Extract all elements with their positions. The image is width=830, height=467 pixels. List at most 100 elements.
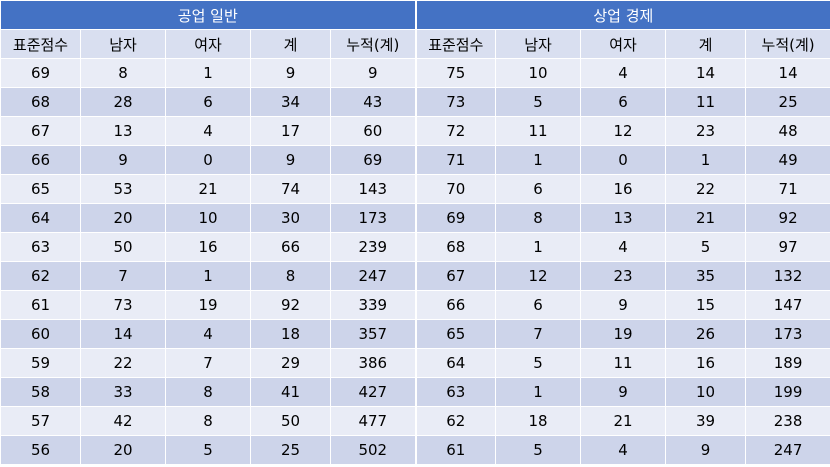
industrial-total-cell: 18	[250, 319, 331, 349]
industrial-male-cell: 53	[80, 174, 166, 204]
commerce-cumulative-cell: 92	[745, 203, 830, 233]
column-header-score: 표준점수	[0, 29, 81, 59]
industrial-male-cell: 13	[80, 116, 166, 146]
commerce-score-cell: 72	[415, 116, 497, 146]
industrial-cumulative-cell: 43	[329, 87, 417, 117]
industrial-male-cell: 42	[80, 406, 166, 436]
commerce-total-cell: 1	[665, 145, 747, 175]
table-body: 69 8 1 9 9 75 10 4 14 14 68 28 6 34 43 73 5 6 11 25 67 13 4 17 6…	[0, 58, 830, 465]
industrial-female-cell: 4	[165, 319, 251, 349]
industrial-male-cell: 8	[80, 58, 166, 88]
commerce-cumulative-cell: 147	[745, 290, 830, 320]
industrial-female-cell: 8	[165, 406, 251, 436]
commerce-score-cell: 71	[415, 145, 497, 175]
industrial-score-cell: 61	[0, 290, 81, 320]
column-header-cumulative: 누적(계)	[745, 29, 830, 59]
commerce-cumulative-cell: 132	[745, 261, 830, 291]
table-row: 69 8 1 9 9 75 10 4 14 14	[0, 58, 830, 88]
industrial-male-cell: 22	[80, 348, 166, 378]
table-row: 65 53 21 74 143 70 6 16 22 71	[0, 174, 830, 204]
industrial-cumulative-cell: 60	[329, 116, 417, 146]
table-row: 61 73 19 92 339 66 6 9 15 147	[0, 290, 830, 320]
commerce-cumulative-cell: 189	[745, 348, 830, 378]
column-header-cumulative: 누적(계)	[329, 29, 417, 59]
industrial-score-cell: 62	[0, 261, 81, 291]
industrial-total-cell: 9	[250, 58, 331, 88]
column-header-male: 남자	[495, 29, 582, 59]
industrial-female-cell: 16	[165, 232, 251, 262]
industrial-female-cell: 5	[165, 435, 251, 465]
commerce-female-cell: 6	[580, 87, 667, 117]
table-row: 66 9 0 9 69 71 1 0 1 49	[0, 145, 830, 175]
industrial-score-cell: 64	[0, 203, 81, 233]
industrial-total-cell: 9	[250, 145, 331, 175]
column-header-total: 계	[665, 29, 747, 59]
commerce-female-cell: 12	[580, 116, 667, 146]
commerce-score-cell: 69	[415, 203, 497, 233]
industrial-total-cell: 92	[250, 290, 331, 320]
industrial-cumulative-cell: 143	[329, 174, 417, 204]
industrial-cumulative-cell: 339	[329, 290, 417, 320]
industrial-total-cell: 30	[250, 203, 331, 233]
commerce-score-cell: 75	[415, 58, 497, 88]
industrial-female-cell: 4	[165, 116, 251, 146]
table-row: 63 50 16 66 239 68 1 4 5 97	[0, 232, 830, 262]
commerce-total-cell: 21	[665, 203, 747, 233]
commerce-male-cell: 7	[495, 319, 582, 349]
commerce-score-cell: 66	[415, 290, 497, 320]
industrial-total-cell: 29	[250, 348, 331, 378]
industrial-cumulative-cell: 502	[329, 435, 417, 465]
commerce-total-cell: 14	[665, 58, 747, 88]
commerce-male-cell: 6	[495, 174, 582, 204]
table-row: 57 42 8 50 477 62 18 21 39 238	[0, 406, 830, 436]
table-row: 58 33 8 41 427 63 1 9 10 199	[0, 377, 830, 407]
table-row: 67 13 4 17 60 72 11 12 23 48	[0, 116, 830, 146]
commerce-cumulative-cell: 199	[745, 377, 830, 407]
industrial-total-cell: 50	[250, 406, 331, 436]
commerce-cumulative-cell: 173	[745, 319, 830, 349]
commerce-male-cell: 5	[495, 87, 582, 117]
commerce-female-cell: 4	[580, 435, 667, 465]
industrial-score-cell: 65	[0, 174, 81, 204]
commerce-male-cell: 1	[495, 145, 582, 175]
industrial-male-cell: 28	[80, 87, 166, 117]
commerce-total-cell: 11	[665, 87, 747, 117]
industrial-cumulative-cell: 9	[329, 58, 417, 88]
commerce-male-cell: 5	[495, 348, 582, 378]
table-row: 60 14 4 18 357 65 7 19 26 173	[0, 319, 830, 349]
industrial-cumulative-cell: 239	[329, 232, 417, 262]
group-header-commerce: 상업 경제	[415, 0, 830, 30]
column-header-male: 남자	[80, 29, 166, 59]
table-row: 68 28 6 34 43 73 5 6 11 25	[0, 87, 830, 117]
industrial-cumulative-cell: 247	[329, 261, 417, 291]
industrial-male-cell: 50	[80, 232, 166, 262]
commerce-total-cell: 15	[665, 290, 747, 320]
industrial-female-cell: 10	[165, 203, 251, 233]
industrial-female-cell: 7	[165, 348, 251, 378]
industrial-cumulative-cell: 357	[329, 319, 417, 349]
commerce-total-cell: 10	[665, 377, 747, 407]
column-header-female: 여자	[165, 29, 251, 59]
commerce-cumulative-cell: 97	[745, 232, 830, 262]
industrial-total-cell: 34	[250, 87, 331, 117]
commerce-female-cell: 9	[580, 290, 667, 320]
commerce-female-cell: 13	[580, 203, 667, 233]
commerce-female-cell: 4	[580, 58, 667, 88]
commerce-female-cell: 16	[580, 174, 667, 204]
industrial-score-cell: 68	[0, 87, 81, 117]
industrial-total-cell: 41	[250, 377, 331, 407]
commerce-total-cell: 9	[665, 435, 747, 465]
table-row: 64 20 10 30 173 69 8 13 21 92	[0, 203, 830, 233]
commerce-cumulative-cell: 71	[745, 174, 830, 204]
table-row: 62 7 1 8 247 67 12 23 35 132	[0, 261, 830, 291]
commerce-cumulative-cell: 14	[745, 58, 830, 88]
industrial-score-cell: 59	[0, 348, 81, 378]
commerce-cumulative-cell: 48	[745, 116, 830, 146]
industrial-cumulative-cell: 477	[329, 406, 417, 436]
industrial-score-cell: 60	[0, 319, 81, 349]
industrial-male-cell: 33	[80, 377, 166, 407]
commerce-female-cell: 21	[580, 406, 667, 436]
industrial-total-cell: 66	[250, 232, 331, 262]
commerce-male-cell: 1	[495, 377, 582, 407]
industrial-cumulative-cell: 69	[329, 145, 417, 175]
